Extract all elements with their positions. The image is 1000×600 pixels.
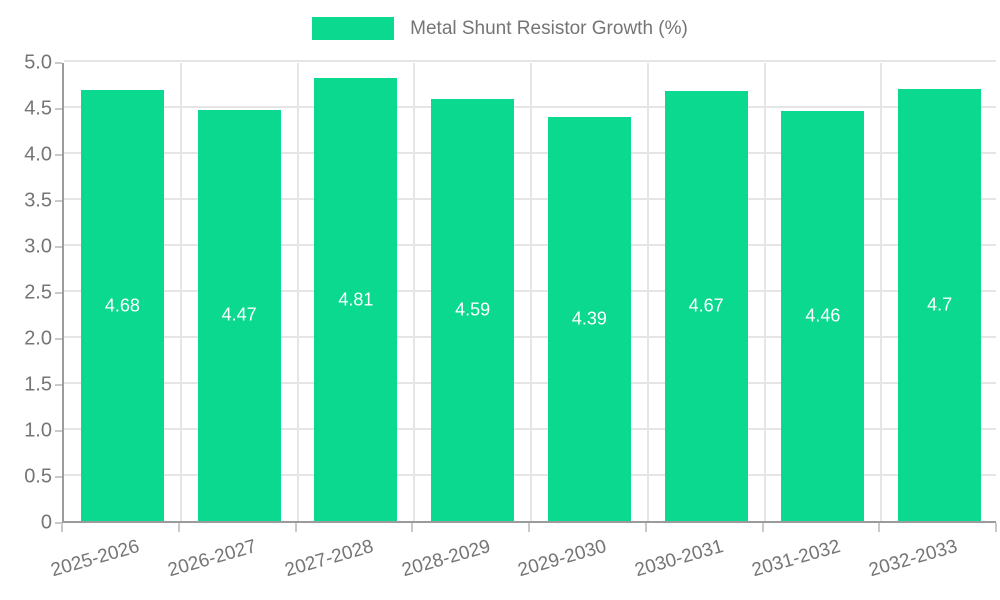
x-axis-label: 2031-2032 — [749, 536, 843, 582]
y-axis-label: 0 — [40, 511, 52, 534]
bar-value-label: 4.59 — [455, 299, 491, 320]
vertical-gridline — [880, 63, 883, 521]
vertical-gridline — [296, 63, 299, 521]
bar-value-label: 4.46 — [805, 305, 841, 326]
bar-value-label: 4.67 — [688, 295, 724, 316]
legend-series-label: Metal Shunt Resistor Growth (%) — [410, 17, 688, 39]
y-axis-label: 2.5 — [24, 281, 52, 304]
x-axis-tick — [61, 523, 63, 532]
chart-legend: Metal Shunt Resistor Growth (%) — [0, 17, 1000, 40]
y-axis-tick — [55, 338, 62, 340]
x-axis-tick — [644, 523, 647, 532]
y-axis-tick — [55, 108, 62, 110]
bar-value-label: 4.81 — [338, 289, 374, 310]
x-axis-label: 2027-2028 — [282, 536, 376, 582]
bar: 4.39 — [547, 117, 631, 521]
x-axis-label: 2030-2031 — [632, 536, 726, 582]
y-axis-label: 0.5 — [24, 465, 52, 488]
x-axis-tick — [177, 523, 180, 532]
x-axis-tick — [878, 523, 881, 532]
bar: 4.59 — [431, 98, 515, 521]
y-axis-tick — [55, 476, 62, 478]
x-axis-label: 2025-2026 — [49, 536, 143, 582]
y-axis-tick — [55, 522, 62, 524]
x-axis-tick — [294, 523, 297, 532]
y-axis-label: 4.5 — [24, 97, 52, 120]
y-axis-tick — [55, 62, 62, 64]
y-axis-label: 3.0 — [24, 235, 52, 258]
y-axis-label: 2.0 — [24, 327, 52, 350]
x-axis-label: 2032-2033 — [866, 536, 960, 582]
x-axis-tick — [761, 523, 764, 532]
x-axis-label: 2029-2030 — [516, 536, 610, 582]
x-axis-label: 2026-2027 — [165, 536, 259, 582]
y-axis-label: 3.5 — [24, 189, 52, 212]
y-axis-tick — [55, 384, 62, 386]
bar: 4.7 — [898, 88, 982, 521]
x-axis-tick — [995, 523, 997, 532]
bar-value-label: 4.47 — [221, 304, 257, 325]
y-axis-label: 1.0 — [24, 419, 52, 442]
horizontal-gridline — [64, 60, 996, 62]
y-axis-label: 5.0 — [24, 51, 52, 74]
bar-value-label: 4.39 — [571, 308, 607, 329]
vertical-gridline — [646, 63, 649, 521]
y-axis-tick — [55, 154, 62, 156]
bar: 4.81 — [314, 78, 398, 521]
bar-value-label: 4.7 — [927, 294, 953, 315]
x-axis-tick — [411, 523, 414, 532]
bar-value-label: 4.68 — [104, 295, 140, 316]
y-axis-tick — [55, 246, 62, 248]
bar: 4.46 — [781, 110, 865, 521]
legend-color-swatch — [312, 17, 395, 40]
y-axis-tick — [55, 292, 62, 294]
vertical-gridline — [763, 63, 766, 521]
bar: 4.67 — [664, 91, 748, 521]
y-axis-tick — [55, 200, 62, 202]
bar: 4.68 — [80, 90, 164, 521]
bar: 4.47 — [197, 109, 281, 521]
y-axis-tick — [55, 430, 62, 432]
y-axis-label: 4.0 — [24, 143, 52, 166]
plot-area: 4.68 4.47 4.81 4.59 4.39 4.67 4.46 4.7 — [62, 60, 996, 523]
vertical-gridline — [413, 63, 416, 521]
y-axis-label: 1.5 — [24, 373, 52, 396]
x-axis-tick — [528, 523, 530, 532]
vertical-gridline — [530, 63, 532, 521]
vertical-gridline — [179, 63, 182, 521]
x-axis-label: 2028-2029 — [399, 536, 493, 582]
